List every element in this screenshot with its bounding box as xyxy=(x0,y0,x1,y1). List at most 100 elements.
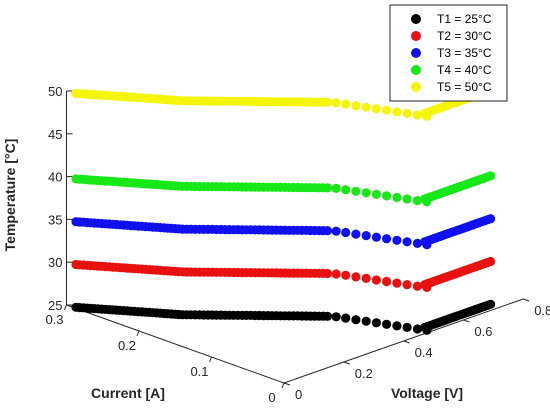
legend-marker-t3 xyxy=(411,48,421,58)
data-point-t2 xyxy=(341,270,351,280)
data-point-t1 xyxy=(361,316,371,326)
data-point-t2 xyxy=(412,281,422,291)
x-tick-mark xyxy=(209,356,212,363)
data-point-t5 xyxy=(331,98,341,108)
data-point-t5 xyxy=(402,108,412,118)
z-tick-label: 50 xyxy=(48,84,62,99)
y-tick-mark xyxy=(523,298,530,302)
x-tick-label: 0 xyxy=(268,390,275,405)
x-tick-label: 0.1 xyxy=(190,364,208,379)
y-tick-label: 0.2 xyxy=(355,366,373,381)
data-point-t3 xyxy=(412,238,422,248)
data-point-t3 xyxy=(331,226,341,236)
data-points xyxy=(71,85,496,335)
x-tick-mark xyxy=(136,330,140,337)
legend-marker-t5 xyxy=(411,82,421,92)
legend-item-t1: T1 = 25°C xyxy=(411,12,492,26)
x-tick-label: 0.3 xyxy=(45,312,63,327)
data-point-t1 xyxy=(412,324,422,334)
data-point-t4 xyxy=(341,185,351,195)
series-t1 xyxy=(71,299,496,335)
z-tick-label: 45 xyxy=(48,127,62,142)
legend-item-t4: T4 = 40°C xyxy=(411,63,492,77)
legend-item-t5: T5 = 50°C xyxy=(411,80,492,94)
legend-item-t3: T3 = 35°C xyxy=(411,46,492,60)
series-t5 xyxy=(71,85,496,121)
data-point-t3 xyxy=(341,227,351,238)
legend-label-t3: T3 = 35°C xyxy=(437,46,492,60)
legend-label-t4: T4 = 40°C xyxy=(437,63,492,77)
legend-marker-t2 xyxy=(411,31,421,41)
y-tick-label: 0.6 xyxy=(474,324,492,339)
data-point-t1 xyxy=(351,315,361,325)
data-point-t2 xyxy=(392,278,402,288)
data-point-t5 xyxy=(382,105,392,115)
legend-marker-t4 xyxy=(411,65,421,75)
legend-label-t1: T1 = 25°C xyxy=(437,12,492,26)
data-point-t5 xyxy=(412,110,422,120)
y-tick-mark xyxy=(463,319,470,323)
z-axis-label: Temperature [°C] xyxy=(2,139,18,252)
data-point-t4 xyxy=(331,183,341,193)
data-point-t5 xyxy=(392,107,402,117)
y-axis-label: Voltage [V] xyxy=(391,385,463,401)
data-point-t2 xyxy=(322,268,333,279)
y-tick-mark xyxy=(403,340,410,344)
legend-label-t5: T5 = 50°C xyxy=(437,80,492,94)
data-point-t2 xyxy=(371,275,381,285)
data-point-t4 xyxy=(322,183,333,193)
data-point-t1 xyxy=(331,312,341,322)
data-point-t3 xyxy=(361,231,371,241)
z-tick-label: 35 xyxy=(48,212,62,227)
data-point-t4 xyxy=(351,186,361,196)
z-tick-label: 30 xyxy=(48,255,62,270)
z-tick-label: 25 xyxy=(48,298,62,313)
data-point-t2 xyxy=(486,256,496,267)
series-t4 xyxy=(71,171,496,207)
data-point-t4 xyxy=(382,191,392,201)
data-point-t2 xyxy=(351,272,361,282)
legend-label-t2: T2 = 30°C xyxy=(437,29,492,43)
data-point-t4 xyxy=(392,192,402,203)
data-point-t1 xyxy=(392,321,402,331)
data-point-t1 xyxy=(371,318,381,328)
data-point-t4 xyxy=(412,196,422,206)
data-point-t2 xyxy=(331,269,341,279)
data-point-t3 xyxy=(322,226,333,236)
legend-item-t2: T2 = 30°C xyxy=(411,29,492,43)
data-point-t3 xyxy=(371,232,381,242)
y-tick-mark xyxy=(343,361,350,365)
data-point-t1 xyxy=(382,319,392,329)
data-point-t1 xyxy=(322,311,333,321)
data-point-t4 xyxy=(361,188,371,198)
data-point-t3 xyxy=(392,235,402,245)
axes: 0 0.1 0.2 0.3 0 0.2 0.4 0.6 0.8 25 30 35 40 45 50 xyxy=(45,84,550,405)
data-point-t1 xyxy=(402,322,412,332)
data-point-t3 xyxy=(351,229,361,239)
x-axis-label: Current [A] xyxy=(91,385,165,401)
series-t2 xyxy=(71,256,496,292)
z-tick-label: 40 xyxy=(48,170,62,185)
legend-marker-t1 xyxy=(411,14,421,24)
y-tick-label: 0.4 xyxy=(415,345,433,360)
y-tick-label: 0 xyxy=(295,387,302,402)
y-tick-mark xyxy=(283,382,291,386)
y-tick-label: 0.8 xyxy=(534,303,550,318)
data-point-t5 xyxy=(371,104,381,114)
x-axis-line xyxy=(66,304,285,384)
data-point-t5 xyxy=(341,99,351,109)
data-point-t5 xyxy=(361,102,371,112)
data-point-t4 xyxy=(371,189,381,199)
data-point-t2 xyxy=(382,276,392,287)
data-point-t2 xyxy=(361,273,371,283)
data-point-t4 xyxy=(486,171,496,181)
x-tick-mark xyxy=(281,382,285,389)
legend: T1 = 25°C T2 = 30°C T3 = 35°C T4 = 40°C … xyxy=(389,4,508,102)
series-t3 xyxy=(71,214,496,250)
x-tick-mark xyxy=(64,304,67,311)
data-point-t1 xyxy=(341,313,351,323)
data-point-t4 xyxy=(402,194,412,204)
data-point-t2 xyxy=(402,280,412,290)
data-point-t1 xyxy=(486,299,496,309)
